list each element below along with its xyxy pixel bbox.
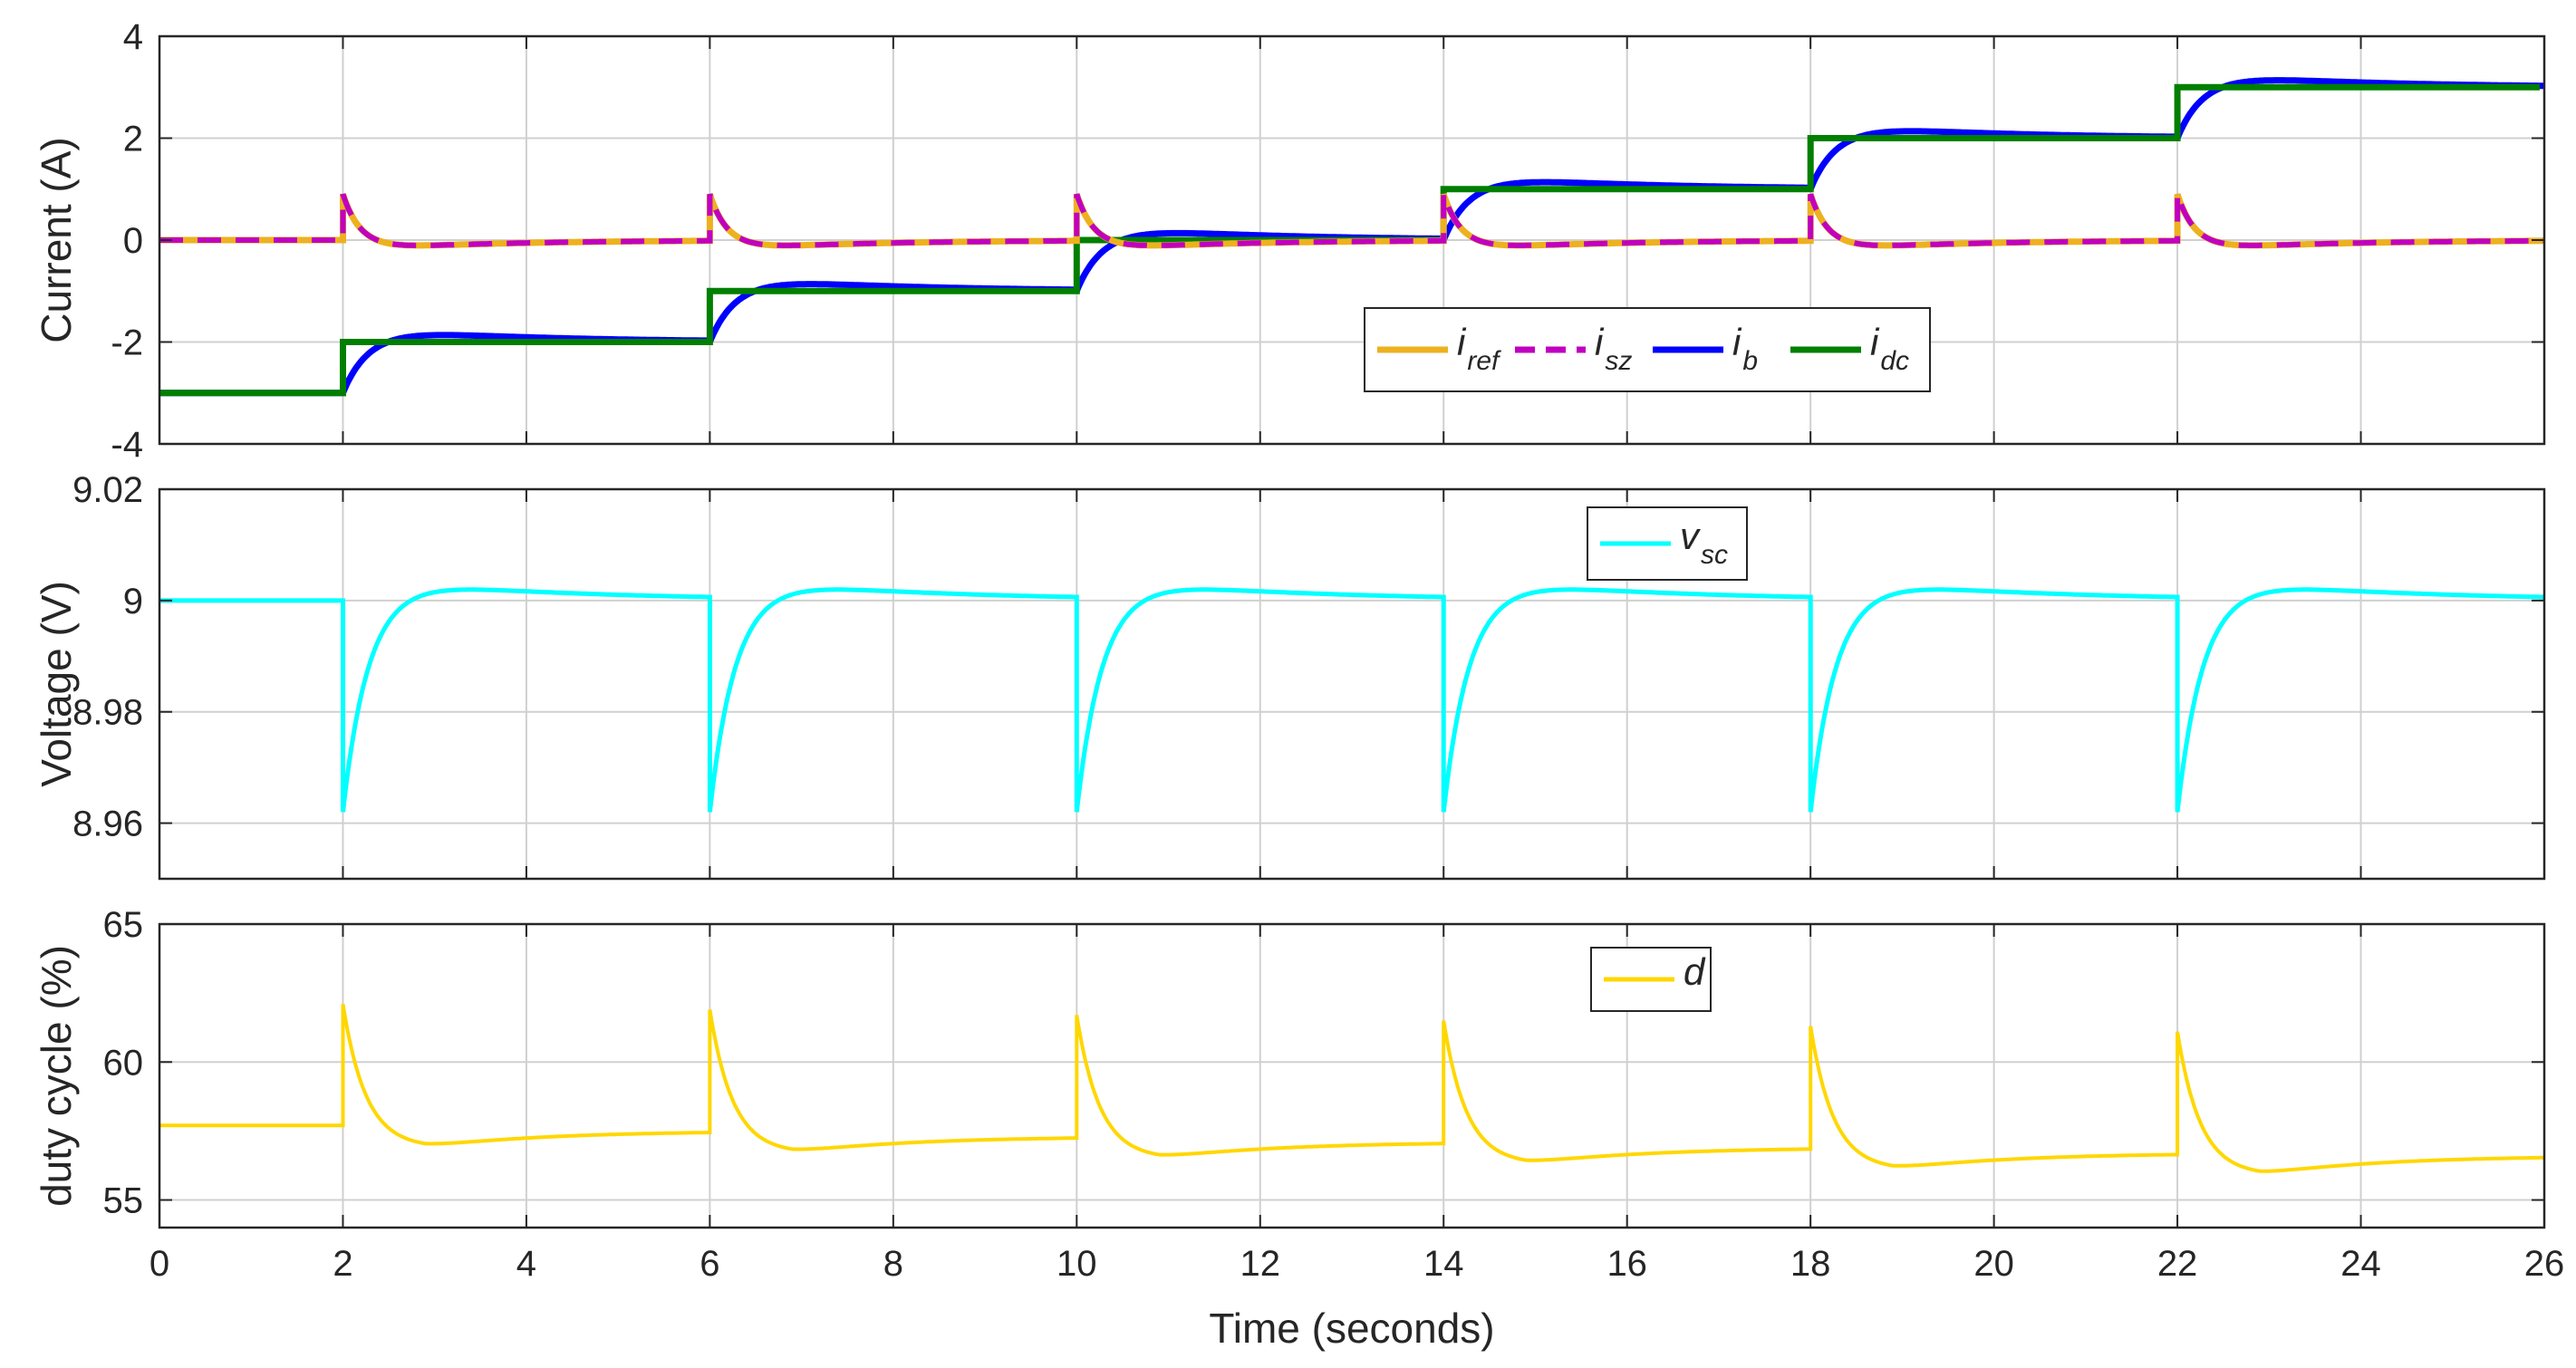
x-ticks: 0 2 4 6 8 10 12 14 16 18 20 22 24 26 [150, 1244, 2564, 1284]
voltage-plot-area [159, 587, 2544, 813]
duty-y-tick-label: 60 [103, 1043, 144, 1083]
x-tick-label: 8 [883, 1244, 903, 1284]
x-tick-label: 24 [2340, 1244, 2381, 1284]
legend-label-i-dc: i [1870, 321, 1880, 363]
current-y-tick-label: 2 [123, 120, 143, 159]
x-tick-label: 18 [1790, 1244, 1831, 1284]
legend-label-v-sc: v [1680, 515, 1702, 557]
x-axis-label: Time (seconds) [1209, 1305, 1494, 1352]
current-y-tick-label: 4 [123, 17, 143, 57]
legend-label-d: d [1684, 950, 1706, 993]
x-tick-label: 12 [1240, 1244, 1281, 1284]
x-tick-label: 2 [333, 1244, 352, 1284]
current-plot-area [159, 77, 2544, 397]
x-tick-label: 10 [1056, 1244, 1097, 1284]
current-y-axis-label: Current (A) [33, 137, 80, 342]
voltage-axes-frame [158, 487, 2546, 881]
voltage-y-axis-label: Voltage (V) [33, 581, 80, 787]
x-tick-label: 16 [1606, 1244, 1647, 1284]
legend-label-i-b: i [1732, 321, 1742, 363]
duty-y-axis-label: duty cycle (%) [33, 945, 80, 1207]
duty-axes-frame [158, 922, 2546, 1229]
current-legend: i ref i sz i b i dc [1364, 307, 1931, 392]
legend-label-i-sz: i [1595, 321, 1605, 363]
series-line-i-sz [159, 193, 2544, 248]
legend-sublabel-v-sc: sc [1701, 540, 1728, 570]
voltage-y-ticks: 9.02 9 8.98 8.96 [72, 470, 2545, 879]
duty-y-tick-label: 65 [103, 905, 144, 945]
legend-sublabel-i-ref: ref [1467, 346, 1501, 376]
x-tick-label: 20 [1973, 1244, 2014, 1284]
voltage-legend: v sc [1587, 506, 1748, 581]
x-tick-label: 26 [2524, 1244, 2565, 1284]
duty-plot-area [159, 1003, 2544, 1173]
legend-label-i-ref: i [1457, 321, 1467, 363]
legend-sublabel-i-b: b [1742, 346, 1758, 376]
x-tick-label: 6 [699, 1244, 719, 1284]
current-y-tick-label: -4 [111, 425, 143, 465]
series-line-v-sc [159, 587, 2544, 813]
duty-legend: d [1590, 947, 1712, 1012]
duty-y-tick-label: 55 [103, 1181, 144, 1221]
voltage-y-tick-label: 9 [123, 582, 143, 621]
voltage-panel: 9.02 9 8.98 8.96 Voltage (V) v sc [33, 470, 2546, 881]
legend-sublabel-i-sz: sz [1605, 346, 1632, 376]
x-tick-label: 4 [516, 1244, 536, 1284]
voltage-y-tick-label: 8.96 [72, 804, 143, 844]
x-tick-label: 0 [150, 1244, 169, 1284]
current-y-tick-label: 0 [123, 221, 143, 261]
voltage-y-tick-label: 8.98 [72, 693, 143, 733]
current-axes-frame [158, 34, 2546, 446]
series-line-i-b [159, 77, 2544, 397]
duty-panel: 65 60 55 duty cycle (%) d [33, 905, 2546, 1229]
voltage-y-tick-label: 9.02 [72, 470, 143, 510]
current-panel: 420-2-4 Current (A) i ref i sz i b i dc [33, 17, 2546, 465]
x-tick-label: 14 [1423, 1244, 1464, 1284]
legend-sublabel-i-dc: dc [1880, 346, 1909, 376]
series-line-d [159, 1003, 2544, 1173]
current-y-tick-label: -2 [111, 323, 143, 363]
x-tick-label: 22 [2157, 1244, 2198, 1284]
voltage-grid [159, 489, 2544, 879]
